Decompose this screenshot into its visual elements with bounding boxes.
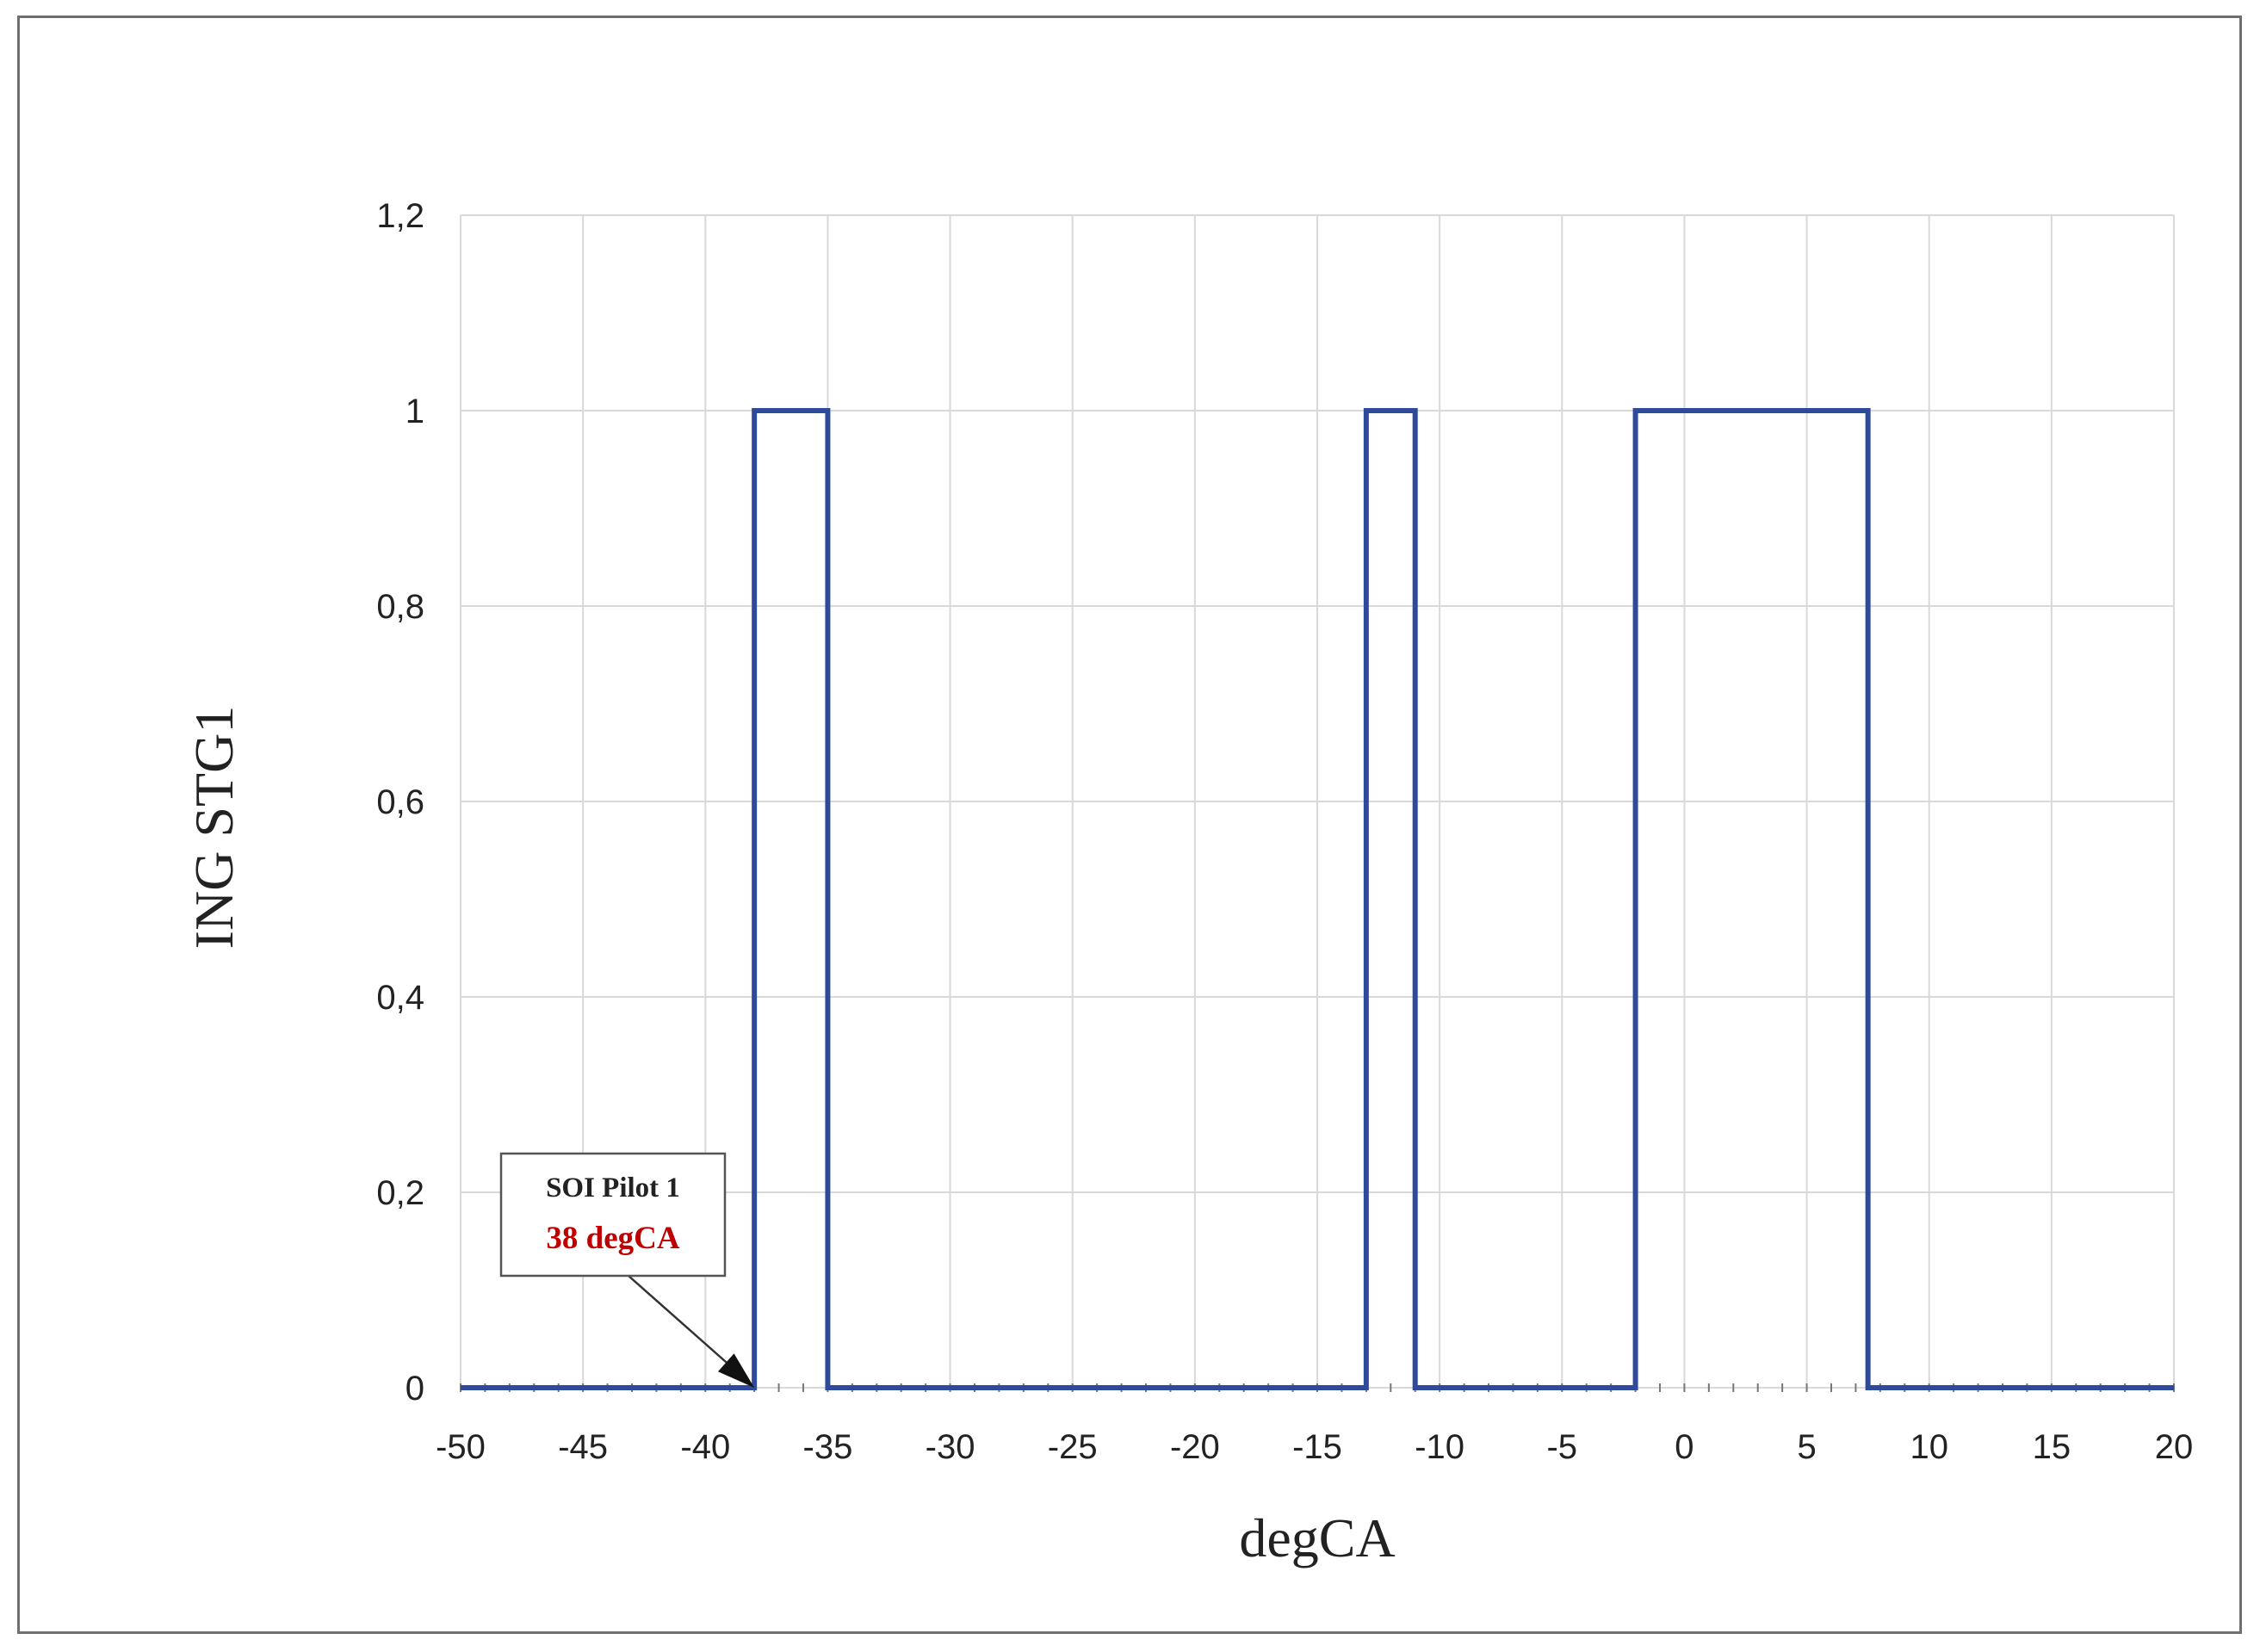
x-tick-label: -30 bbox=[926, 1428, 975, 1466]
y-tick-label: 0 bbox=[406, 1370, 424, 1408]
annotation-box bbox=[499, 1152, 727, 1278]
y-tick-label: 1 bbox=[406, 393, 424, 430]
x-tick-label: -15 bbox=[1292, 1428, 1342, 1466]
x-tick-label: -45 bbox=[558, 1428, 608, 1466]
y-tick-label: 0,6 bbox=[376, 783, 424, 821]
x-tick-label: -50 bbox=[436, 1428, 486, 1466]
annotation-title: SOI Pilot 1 bbox=[546, 1172, 680, 1203]
x-tick-label: 15 bbox=[2033, 1428, 2071, 1466]
x-tick-label: -35 bbox=[803, 1428, 853, 1466]
annotation-value: 38 degCA bbox=[546, 1221, 679, 1256]
y-tick-label: 1,2 bbox=[376, 197, 424, 235]
series-line bbox=[461, 408, 2174, 1390]
x-tick-label: -10 bbox=[1415, 1428, 1464, 1466]
x-tick-label: -40 bbox=[680, 1428, 730, 1466]
series-group bbox=[461, 408, 2174, 1390]
x-tick-label: 0 bbox=[1675, 1428, 1693, 1466]
annotation-soi-pilot: SOI Pilot 1 38 degCA bbox=[499, 1152, 755, 1388]
y-tick-labels: 0 0,2 0,4 0,6 0,8 1 1,2 bbox=[376, 197, 424, 1408]
y-tick-label: 0,8 bbox=[376, 588, 424, 626]
x-tick-label: 5 bbox=[1797, 1428, 1816, 1466]
annotation-arrowhead bbox=[717, 1353, 755, 1388]
gridlines bbox=[460, 214, 2175, 1389]
x-tick-label: 20 bbox=[2155, 1428, 2194, 1466]
x-tick-labels: -50 -45 -40 -35 -30 -25 -20 -15 -10 -5 0 5 10 15 20 bbox=[436, 1428, 2193, 1466]
chart-frame bbox=[17, 15, 2242, 1634]
y-axis-title: ING STG1 bbox=[183, 706, 245, 950]
x-tick-label: 10 bbox=[1910, 1428, 1948, 1466]
x-tick-label: -25 bbox=[1048, 1428, 1098, 1466]
y-tick-label: 0,4 bbox=[376, 979, 424, 1017]
x-tick-label: -5 bbox=[1546, 1428, 1577, 1466]
x-tick-label: -20 bbox=[1170, 1428, 1220, 1466]
y-tick-label: 0,2 bbox=[376, 1174, 424, 1212]
x-axis-title: degCA bbox=[1239, 1507, 1395, 1568]
